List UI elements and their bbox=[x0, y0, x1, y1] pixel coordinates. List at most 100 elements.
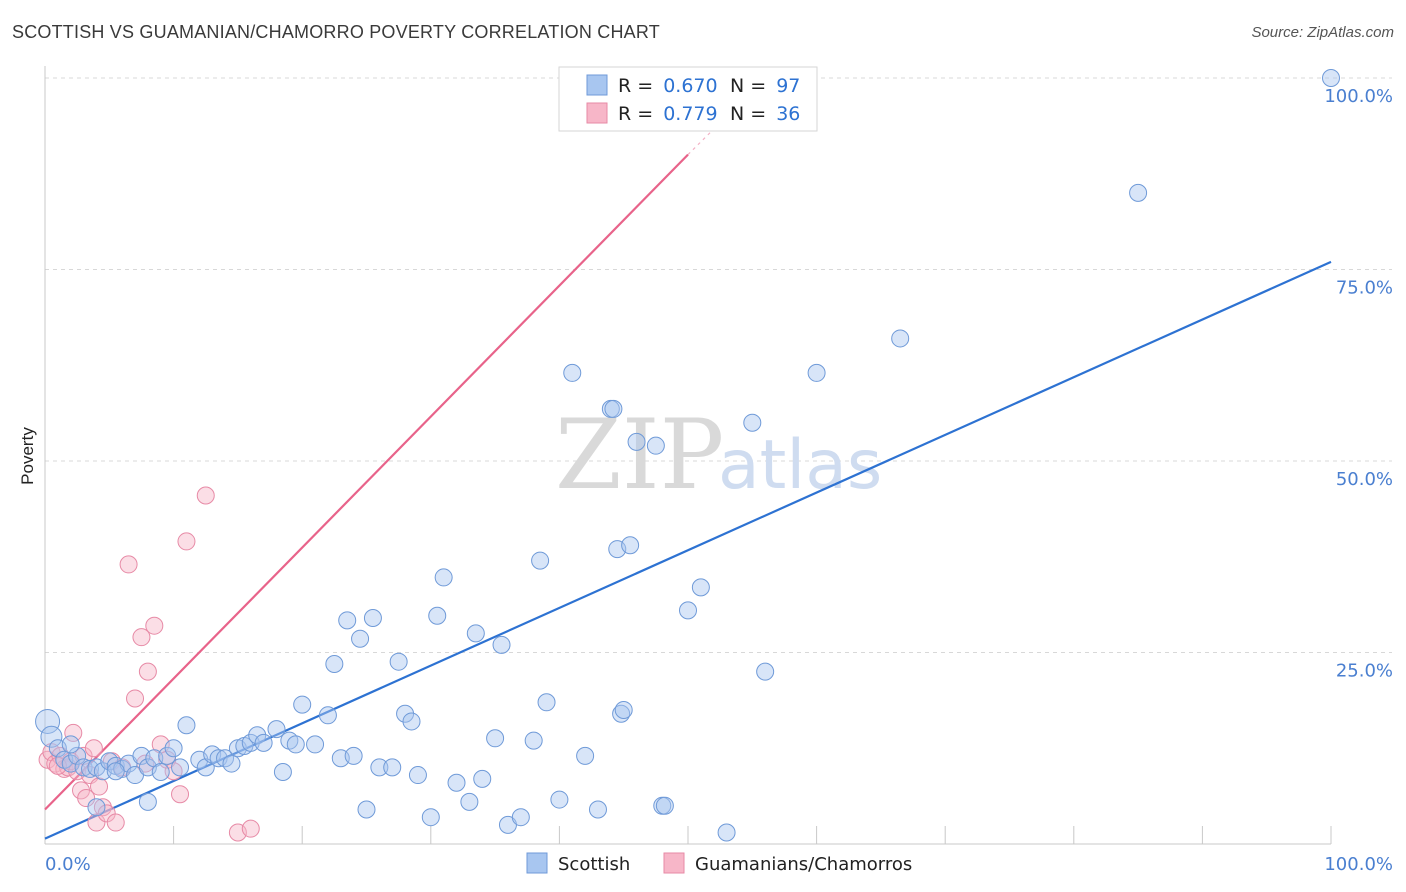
scottish-point-48 bbox=[370, 758, 389, 777]
guam-point-7 bbox=[64, 723, 83, 742]
scottish-point-54 bbox=[421, 808, 440, 827]
svg-text:N = 36: N = 36 bbox=[730, 103, 800, 125]
scottish-point-87 bbox=[807, 363, 826, 382]
guam-points bbox=[38, 486, 260, 842]
scottish-point-34 bbox=[267, 720, 286, 739]
scottish-point-33 bbox=[254, 733, 273, 752]
scottish-point-56 bbox=[434, 568, 453, 587]
legend-r-label-2: R = bbox=[618, 103, 659, 125]
legend-r-value-2: 0.779 bbox=[663, 103, 717, 125]
scottish-point-84 bbox=[717, 823, 736, 842]
trend-line-guam bbox=[44, 153, 689, 811]
scottish-point-50 bbox=[389, 652, 408, 671]
guam-point-25 bbox=[138, 662, 157, 681]
guam-point-31 bbox=[177, 532, 196, 551]
scottish-point-70 bbox=[576, 746, 595, 765]
svg-text:R = 0.779: R = 0.779 bbox=[618, 103, 718, 125]
scottish-point-93 bbox=[87, 798, 106, 817]
guam-point-32 bbox=[196, 486, 215, 505]
tick-labels: 25.0% 50.0% 75.0% 100.0% 0.0% 100.0% bbox=[45, 86, 1393, 875]
scottish-point-58 bbox=[460, 792, 479, 811]
scottish-point-37 bbox=[286, 735, 305, 754]
scottish-point-90 bbox=[1322, 69, 1340, 87]
legend: R = 0.670 N = 97 R = 0.779 N = 36 bbox=[558, 66, 818, 132]
legend-n-label-1: N = bbox=[730, 75, 772, 97]
y-axis-label: Poverty bbox=[18, 427, 37, 485]
x-tick-label-0: 0.0% bbox=[45, 854, 91, 875]
gridlines bbox=[45, 77, 1392, 653]
scottish-point-6 bbox=[74, 758, 93, 777]
guam-point-13 bbox=[84, 739, 103, 758]
scottish-point-31 bbox=[241, 733, 260, 752]
scottish-point-62 bbox=[492, 635, 511, 654]
scottish-point-68 bbox=[550, 790, 569, 809]
bottom-legend-label-scottish: Scottish bbox=[558, 854, 630, 875]
scottish-point-60 bbox=[473, 769, 492, 788]
legend-n-label-2: N = bbox=[730, 103, 772, 125]
scottish-point-57 bbox=[447, 773, 466, 792]
y-tick-label-0: 25.0% bbox=[1336, 661, 1393, 682]
scottish-point-22 bbox=[177, 716, 196, 735]
scottish-point-69 bbox=[563, 363, 582, 382]
guam-point-15 bbox=[90, 777, 109, 796]
scottish-point-18 bbox=[151, 762, 170, 781]
scottish-point-52 bbox=[402, 712, 421, 731]
legend-swatch-scottish bbox=[586, 74, 608, 96]
scottish-point-66 bbox=[531, 551, 550, 570]
scottish-point-53 bbox=[408, 766, 427, 785]
scottish-point-21 bbox=[171, 758, 190, 777]
scottish-point-43 bbox=[338, 611, 357, 630]
legend-n-value-1: 97 bbox=[776, 75, 800, 97]
scottish-point-40 bbox=[318, 706, 337, 725]
scottish-point-77 bbox=[621, 536, 640, 555]
legend-swatch-guam bbox=[586, 102, 608, 124]
scottish-point-5 bbox=[68, 746, 87, 765]
guam-point-11 bbox=[77, 789, 96, 808]
scottish-point-47 bbox=[363, 609, 382, 628]
chart-title: SCOTTISH VS GUAMANIAN/CHAMORRO POVERTY C… bbox=[12, 22, 660, 42]
watermark-atlas: atlas bbox=[718, 426, 882, 505]
scottish-point-76 bbox=[614, 700, 633, 719]
scottish-point-89 bbox=[1129, 183, 1148, 202]
scottish-point-86 bbox=[756, 662, 775, 681]
scottish-point-67 bbox=[537, 693, 556, 712]
scottish-point-51 bbox=[396, 704, 415, 723]
scottish-point-28 bbox=[222, 754, 241, 773]
scottish-point-32 bbox=[248, 726, 267, 745]
scottish-point-95 bbox=[61, 735, 80, 754]
scottish-point-61 bbox=[486, 729, 505, 748]
watermark-zip: ZIP bbox=[555, 399, 724, 511]
scottish-point-46 bbox=[357, 800, 376, 819]
scottish-point-38 bbox=[293, 695, 312, 714]
axes bbox=[44, 66, 1332, 845]
scottish-point-88 bbox=[891, 329, 910, 348]
scottish-point-45 bbox=[351, 629, 370, 648]
guam-point-17 bbox=[97, 804, 116, 823]
bottom-legend: Scottish Guamanians/Chamorros bbox=[526, 852, 912, 875]
scottish-point-19 bbox=[158, 746, 177, 765]
scottish-point-1 bbox=[40, 725, 63, 748]
scottish-point-0 bbox=[35, 708, 61, 734]
x-tick-label-1: 100.0% bbox=[1324, 854, 1393, 875]
scottish-point-24 bbox=[196, 758, 215, 777]
y-tick-label-3: 100.0% bbox=[1324, 86, 1393, 107]
scottish-point-41 bbox=[325, 654, 344, 673]
scottish-point-35 bbox=[273, 762, 292, 781]
watermark: ZIP atlas bbox=[555, 399, 882, 511]
y-tick-label-1: 50.0% bbox=[1336, 469, 1393, 490]
bottom-legend-swatch-scottish bbox=[526, 852, 548, 874]
svg-text:R = 0.670: R = 0.670 bbox=[618, 75, 718, 97]
legend-r-label-1: R = bbox=[618, 75, 659, 97]
scottish-point-78 bbox=[627, 432, 646, 451]
scottish-points bbox=[35, 69, 1340, 842]
scottish-point-94 bbox=[138, 792, 157, 811]
svg-text:N = 97: N = 97 bbox=[730, 75, 800, 97]
scottish-point-65 bbox=[524, 731, 543, 750]
source-label: Source: ZipAtlas.com bbox=[1251, 24, 1394, 41]
scottish-point-49 bbox=[383, 758, 402, 777]
scottish-point-85 bbox=[743, 413, 762, 432]
scottish-point-55 bbox=[428, 606, 447, 625]
scottish-point-59 bbox=[466, 624, 485, 643]
scottish-point-39 bbox=[306, 735, 325, 754]
